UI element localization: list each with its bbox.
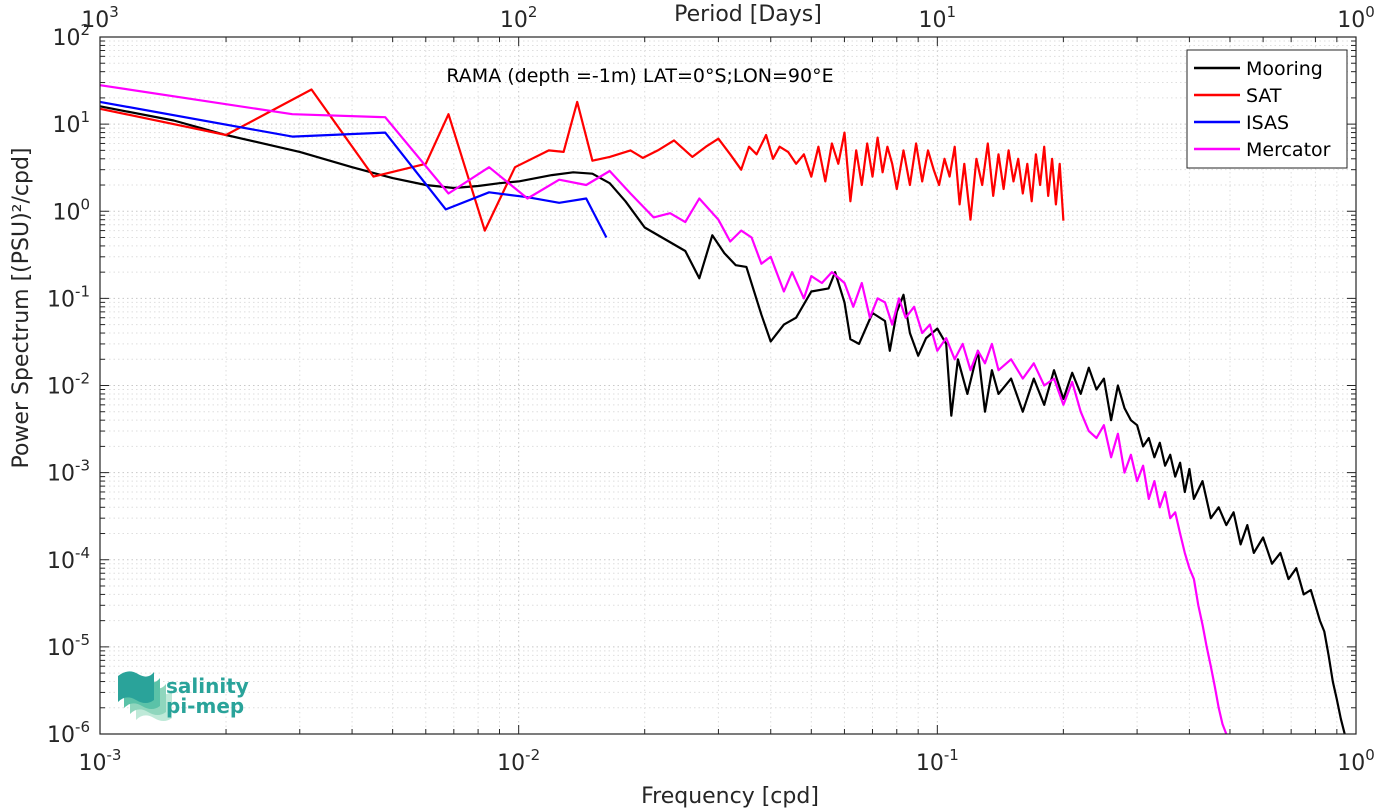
- legend: Mooring SAT ISAS Mercator: [1186, 49, 1348, 169]
- y-tick-label: 10-2: [47, 370, 90, 400]
- x-tick-label: 100: [1337, 746, 1375, 776]
- x2-tick-label: 103: [81, 3, 119, 33]
- legend-label-sat: SAT: [1246, 85, 1282, 107]
- series-line-mercator: [99, 84, 1228, 735]
- chart-title: RAMA (depth =-1m) LAT=0°S;LON=90°E: [446, 65, 833, 87]
- ticks: [99, 37, 1356, 735]
- x2-tick-label: 102: [500, 3, 538, 33]
- x-tick-label: 10-1: [916, 746, 959, 776]
- y-axis-label: Power Spectrum [(PSU)²/cpd]: [9, 147, 34, 468]
- logo-text-line1: salinity: [166, 674, 249, 698]
- series-line-sat: [99, 88, 1065, 232]
- y-tick-label: 10-5: [47, 631, 90, 661]
- x2-tick-label: 100: [1337, 3, 1375, 33]
- series-line-isas: [99, 100, 608, 239]
- x-axis-label: Frequency [cpd]: [641, 784, 819, 809]
- y-tick-label: 10-6: [47, 718, 90, 748]
- x-tick-label: 10-3: [79, 746, 122, 776]
- y-tick-label: 102: [52, 21, 90, 51]
- y-tick-label: 10-4: [47, 544, 90, 574]
- x-tick-label: 10-2: [497, 746, 540, 776]
- y-tick-label: 10-3: [47, 457, 90, 487]
- legend-label-mooring: Mooring: [1246, 58, 1323, 80]
- legend-label-isas: ISAS: [1246, 112, 1289, 134]
- logo-wave-icon: [118, 671, 154, 703]
- series-line-mooring: [99, 105, 1346, 735]
- y-tick-label: 10-1: [47, 282, 90, 312]
- legend-label-mercator: Mercator: [1246, 139, 1331, 161]
- x2-tick-label: 101: [919, 3, 957, 33]
- logo-text-line2: pi-mep: [166, 694, 244, 718]
- top-axis-label: Period [Days]: [674, 2, 822, 27]
- y-tick-label: 100: [52, 195, 90, 225]
- y-tick-label: 101: [52, 108, 90, 138]
- series-lines: [99, 84, 1346, 735]
